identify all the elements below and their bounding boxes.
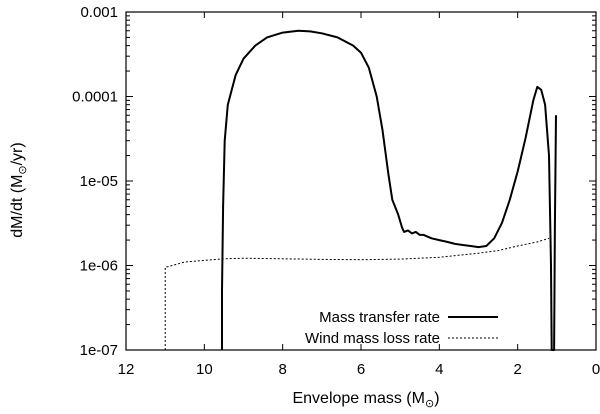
series-line-mass-transfer-rate [221, 29, 557, 351]
y-tick-label: 1e-05 [80, 173, 118, 190]
x-tick-label: 2 [513, 361, 521, 378]
y-axis: 1e-07 1e-06 1e-05 0.0001 0.001 [72, 4, 596, 359]
y-tick-label: 1e-06 [80, 258, 118, 275]
plot-lines [164, 29, 557, 351]
x-tick-label: 6 [357, 361, 365, 378]
legend-label-wind-mass-loss: Wind mass loss rate [305, 330, 440, 347]
legend: Mass transfer rate Wind mass loss rate [305, 309, 498, 347]
x-axis-label: Envelope mass (M⊙) [292, 390, 439, 410]
y-axis-label: dM/dt (M⊙/yr) [9, 142, 29, 237]
y-tick-label: 1e-07 [80, 342, 118, 359]
x-tick-label: 8 [278, 361, 286, 378]
x-tick-label: 4 [435, 361, 443, 378]
x-tick-label: 12 [118, 361, 135, 378]
x-tick-label: 10 [196, 361, 213, 378]
y-tick-label: 0.001 [80, 4, 118, 21]
plot-frame [125, 11, 597, 351]
series-line-wind-mass-loss-rate [164, 237, 550, 350]
legend-label-mass-transfer: Mass transfer rate [319, 309, 440, 326]
x-axis: 12 10 8 6 4 2 0 [118, 12, 600, 378]
y-tick-label: 0.0001 [72, 89, 118, 106]
x-tick-label: 0 [592, 361, 600, 378]
